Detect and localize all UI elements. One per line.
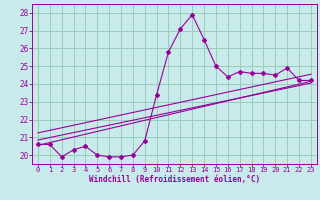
X-axis label: Windchill (Refroidissement éolien,°C): Windchill (Refroidissement éolien,°C) (89, 175, 260, 184)
